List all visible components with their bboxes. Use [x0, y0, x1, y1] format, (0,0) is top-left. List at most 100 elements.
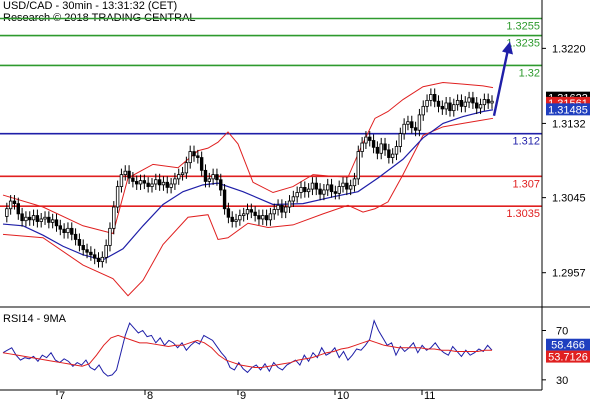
- candle-body: [154, 179, 158, 185]
- candle-body: [329, 184, 334, 193]
- candle-body: [478, 104, 483, 109]
- candle-body: [299, 187, 303, 193]
- rsi-tag-2-label: 53.7126: [548, 352, 588, 364]
- candle-body: [192, 151, 196, 157]
- candle-body: [417, 114, 422, 131]
- candle-body: [249, 209, 254, 213]
- candle-body: [123, 170, 127, 176]
- candle-body: [310, 182, 315, 190]
- candle-body: [142, 180, 147, 184]
- candle-body: [425, 99, 429, 107]
- candle-body: [112, 206, 116, 229]
- candle-body: [96, 257, 101, 263]
- rsi-ma-line: [2, 334, 492, 368]
- candle-body: [226, 208, 231, 218]
- chart-title: USD/CAD - 30min - 13:31:32 (CET): [3, 0, 178, 12]
- candle-body: [24, 216, 28, 222]
- rsi-title: RSI14 - 9MA: [3, 313, 67, 325]
- candle-body: [436, 100, 441, 107]
- candle-body: [348, 185, 353, 190]
- candle-body: [219, 179, 223, 191]
- forecast-arrow-head: [502, 41, 513, 55]
- candle-body: [127, 170, 131, 179]
- candle-body: [39, 218, 43, 222]
- candle-body: [245, 209, 250, 215]
- rsi-tag-1: [546, 338, 590, 351]
- candle-body: [184, 162, 189, 174]
- candle-body: [100, 256, 105, 263]
- candle-body: [169, 183, 173, 188]
- candle-body: [180, 172, 185, 176]
- candle-body: [58, 225, 63, 230]
- candle-body: [73, 233, 78, 240]
- resistance-2-label: 1.3235: [506, 38, 540, 50]
- candle-body: [89, 251, 93, 256]
- candle-body: [337, 186, 341, 194]
- candle-body: [12, 200, 17, 205]
- candle-body: [276, 204, 280, 210]
- candle-body: [394, 146, 399, 155]
- candle-body: [314, 182, 318, 190]
- candle-body: [165, 181, 169, 188]
- candle-body: [54, 219, 59, 227]
- candle-body: [452, 104, 456, 112]
- bollinger-upper-band: [2, 81, 494, 235]
- pivot-label: 1.312: [512, 136, 540, 148]
- rsi-tag-2: [546, 350, 590, 363]
- candle-body: [398, 133, 403, 147]
- day-tick-label: 10: [337, 390, 349, 400]
- candle-body: [471, 97, 475, 104]
- candle-body: [150, 183, 154, 187]
- support-2-label: 1.3035: [506, 208, 540, 220]
- candle-body: [196, 155, 200, 158]
- candle-body: [70, 227, 74, 235]
- price-tick-label: 1.3132: [552, 118, 586, 130]
- candle-body: [379, 143, 383, 154]
- candle-body: [138, 180, 143, 185]
- candle-body: [104, 245, 108, 258]
- candle-body: [387, 149, 391, 158]
- price-tick-label: 1.2957: [552, 268, 586, 280]
- support-1-label: 1.307: [512, 178, 540, 190]
- candle-body: [230, 216, 234, 222]
- candle-body: [77, 239, 82, 246]
- candle-body: [333, 191, 338, 194]
- candle-body: [35, 215, 40, 222]
- candle-body: [295, 192, 299, 198]
- candle-body: [303, 187, 307, 193]
- candle-body: [157, 179, 162, 186]
- candle-body: [222, 189, 227, 210]
- candle-body: [284, 206, 288, 213]
- candle-body: [444, 102, 448, 110]
- candle-body: [421, 105, 425, 116]
- candle-body: [261, 215, 265, 220]
- candle-body: [108, 227, 112, 246]
- candle-body: [356, 151, 360, 180]
- day-tick-label: 9: [240, 390, 246, 400]
- candle-body: [463, 101, 467, 107]
- candle-body: [490, 100, 494, 104]
- rsi-tick-label: 30: [556, 375, 568, 387]
- candle-body: [257, 215, 261, 220]
- candle-body: [199, 157, 204, 171]
- candle-body: [345, 182, 349, 190]
- candle-body: [238, 215, 242, 221]
- resistance-1-label: 1.3255: [506, 21, 540, 33]
- candle-body: [31, 215, 36, 221]
- candle-body: [467, 97, 471, 103]
- candle-body: [131, 177, 135, 182]
- candle-body: [280, 204, 284, 213]
- candle-body: [92, 254, 97, 259]
- candle-body: [413, 127, 418, 131]
- candle-body: [375, 146, 380, 154]
- candle-body: [455, 99, 460, 106]
- candle-body: [406, 121, 410, 125]
- candle-body: [215, 174, 219, 181]
- candle-body: [85, 249, 89, 253]
- price-tick-label: 1.3220: [552, 43, 586, 55]
- candle-body: [43, 216, 47, 220]
- candle-body: [115, 186, 120, 208]
- candle-body: [371, 140, 376, 148]
- price-tag-3-label: 1.31485: [548, 104, 588, 116]
- candle-body: [62, 228, 66, 234]
